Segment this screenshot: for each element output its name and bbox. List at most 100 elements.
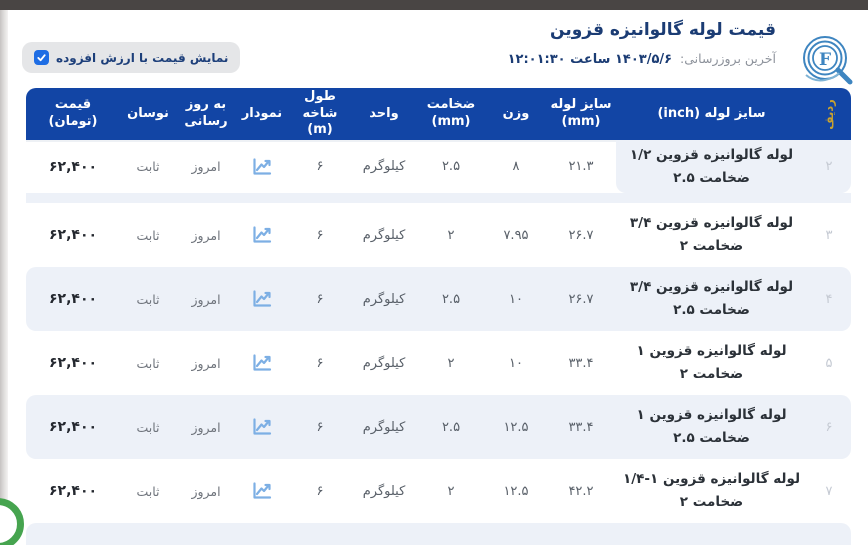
row-number: ۲: [825, 159, 833, 174]
fluctuation-status: ثابت: [136, 159, 160, 174]
product-name-line2: ضخامت ۲: [679, 238, 744, 254]
weight-value: ۱۲.۵: [503, 419, 529, 435]
price-chart-icon[interactable]: [251, 157, 273, 177]
unit-value: کیلوگرم: [362, 159, 406, 174]
price-value: ۶۲,۴۰۰: [48, 291, 98, 307]
product-name-line2: ضخامت ۲: [679, 494, 744, 510]
size-mm-value: ۳۳.۴: [568, 419, 594, 435]
logo-arc-text: QAZVIN FOOLAD CO: [784, 5, 792, 14]
weight-value: ۱۰: [509, 355, 523, 371]
product-name-line2: ضخامت ۲.۵: [673, 169, 750, 186]
branch-length-value: ۶: [316, 355, 324, 371]
logo-letter: F: [819, 50, 831, 70]
price-chart-icon[interactable]: [251, 353, 273, 373]
update-status: امروز: [191, 291, 221, 307]
col-header-radif: ردیف: [821, 98, 836, 130]
product-name-line1: لوله گالوانیزه قزوین ۱: [636, 343, 787, 360]
vat-toggle-label: نمایش قیمت با ارزش افزوده: [56, 50, 229, 65]
size-mm-value: ۴۲.۲: [568, 483, 594, 499]
last-update-line: آخرین بروزرسانی: ۱۴۰۳/۵/۶ ساعت ۱۲:۰۱:۳۰: [508, 51, 776, 67]
product-name: لوله گالوانیزه قزوین ۳/۴ ضخامت ۲.۵: [616, 276, 807, 322]
table-row: لوله گالوانیزه قزوین ۱-۱/۴: [26, 523, 851, 545]
vat-checkbox[interactable]: [34, 50, 49, 65]
col-header-update: به روز رسانی: [184, 97, 228, 129]
product-name: لوله گالوانیزه قزوین ۱-۱/۴ ضخامت ۲: [616, 468, 807, 514]
col-header-price: قیمت (تومان): [48, 97, 98, 129]
line-chart-icon: [253, 482, 272, 499]
update-status: امروز: [191, 159, 221, 174]
row-number: ۳: [825, 227, 833, 243]
unit-value: کیلوگرم: [362, 291, 406, 307]
price-value: ۶۲,۴۰۰: [48, 419, 98, 435]
window-top-bar: [0, 0, 868, 10]
vat-toggle[interactable]: نمایش قیمت با ارزش افزوده: [22, 42, 241, 73]
weight-value: ۱۰: [509, 291, 523, 307]
product-name-line1: لوله گالوانیزه قزوین ۱: [636, 407, 787, 424]
col-header-thickness: ضخامت (mm): [426, 97, 476, 129]
price-chart-icon[interactable]: [251, 289, 273, 309]
table-row: ۴ لوله گالوانیزه قزوین ۳/۴ ضخامت ۲.۵ ۲۶.…: [26, 267, 851, 331]
fluctuation-status: ثابت: [136, 419, 160, 435]
thickness-value: ۲.۵: [441, 419, 461, 435]
col-header-length: طول شاخه (m): [302, 88, 338, 138]
col-header-weight: وزن: [502, 105, 530, 121]
price-table: ردیف سایز لوله (inch) سایز لوله (mm) وزن…: [26, 88, 851, 545]
row-number: ۵: [825, 355, 833, 371]
page-title: قیمت لوله گالوانیزه قزوین: [550, 20, 776, 40]
product-name: لوله گالوانیزه قزوین ۱ ضخامت ۲: [616, 340, 807, 386]
title-block: قیمت لوله گالوانیزه قزوین آخرین بروزرسان…: [508, 20, 776, 67]
weight-value: ۷.۹۵: [503, 227, 529, 243]
update-status: امروز: [191, 227, 221, 243]
qazvin-foolad-logo-graphic: QAZVIN FOOLAD CO F: [784, 5, 853, 85]
page-content: QAZVIN FOOLAD CO F قیمت لوله گالوانیزه ق…: [8, 5, 868, 545]
size-mm-value: ۲۶.۷: [568, 227, 594, 243]
line-chart-icon: [253, 418, 272, 435]
product-name-line2: ضخامت ۲: [679, 366, 744, 382]
last-update-value: ۱۴۰۳/۵/۶ ساعت ۱۲:۰۱:۳۰: [507, 52, 673, 67]
weight-value: ۱۲.۵: [503, 483, 529, 499]
branch-length-value: ۶: [316, 159, 324, 174]
price-value: ۶۲,۴۰۰: [48, 158, 98, 175]
company-logo: QAZVIN FOOLAD CO F: [784, 5, 862, 86]
product-name-line1: لوله گالوانیزه قزوین ۳/۴: [629, 279, 794, 296]
unit-value: کیلوگرم: [362, 227, 406, 243]
line-chart-icon: [253, 354, 272, 371]
col-header-fluctuation: نوسان: [127, 105, 169, 121]
update-status: امروز: [191, 355, 221, 371]
line-chart-icon: [253, 226, 272, 243]
thickness-value: ۲: [447, 227, 455, 243]
price-chart-icon[interactable]: [251, 481, 273, 501]
branch-length-value: ۶: [316, 291, 324, 307]
row-number: ۶: [825, 419, 833, 435]
fluctuation-status: ثابت: [136, 483, 160, 499]
thickness-value: ۲: [447, 483, 455, 499]
product-name: لوله گالوانیزه قزوین ۳/۴ ضخامت ۲: [616, 212, 807, 258]
fluctuation-status: ثابت: [136, 291, 160, 307]
table-row: ۶ لوله گالوانیزه قزوین ۱ ضخامت ۲.۵ ۳۳.۴ …: [26, 395, 851, 459]
col-header-size-inch: سایز لوله (inch): [657, 105, 766, 121]
fluctuation-status: ثابت: [136, 227, 160, 243]
size-mm-value: ۲۶.۷: [568, 291, 594, 307]
col-header-unit: واحد: [369, 105, 399, 121]
fluctuation-status: ثابت: [136, 355, 160, 371]
col-header-size-mm: سایز لوله (mm): [550, 97, 612, 129]
branch-length-value: ۶: [316, 483, 324, 499]
unit-value: کیلوگرم: [362, 419, 406, 435]
update-status: امروز: [191, 483, 221, 499]
last-update-label: آخرین بروزرسانی:: [680, 51, 776, 66]
update-status: امروز: [191, 419, 221, 435]
price-chart-icon[interactable]: [251, 225, 273, 245]
thickness-value: ۲.۵: [441, 291, 461, 307]
table-row: ۷ لوله گالوانیزه قزوین ۱-۱/۴ ضخامت ۲ ۴۲.…: [26, 459, 851, 523]
product-name: لوله گالوانیزه قزوین ۱ ضخامت ۲.۵: [616, 404, 807, 450]
branch-length-value: ۶: [316, 419, 324, 435]
table-header-row: ردیف سایز لوله (inch) سایز لوله (mm) وزن…: [26, 88, 851, 140]
row-number: ۷: [825, 483, 833, 499]
price-chart-icon[interactable]: [251, 417, 273, 437]
branch-length-value: ۶: [316, 227, 324, 243]
line-chart-icon: [253, 157, 272, 175]
product-name: لوله گالوانیزه قزوین ۱/۲ ضخامت ۲.۵: [616, 144, 807, 200]
svg-text:QAZVIN FOOLAD CO: QAZVIN FOOLAD CO: [788, 12, 792, 14]
checkmark-icon: [37, 54, 46, 62]
page-scrollbar[interactable]: [0, 10, 8, 545]
